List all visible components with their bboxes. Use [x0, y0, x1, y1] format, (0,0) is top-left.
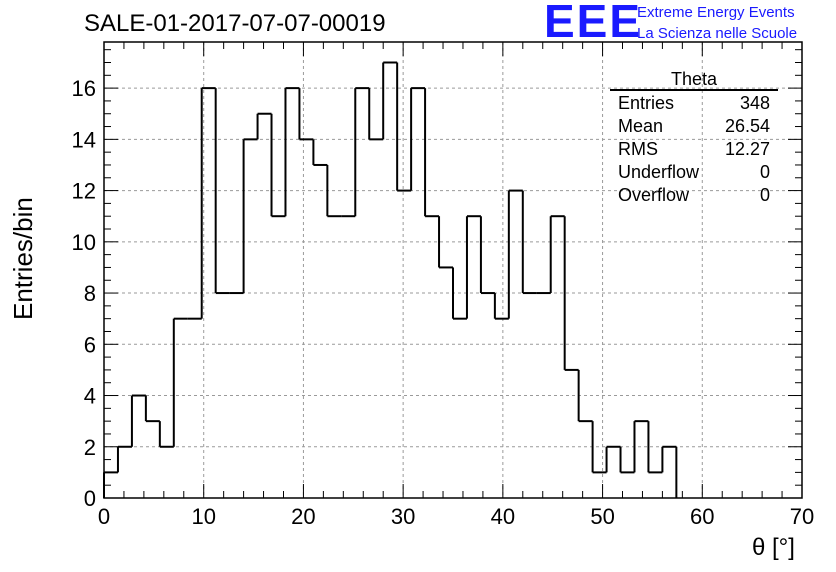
stats-label: Overflow	[618, 185, 690, 205]
stats-value: 348	[739, 93, 770, 113]
y-tick-label: 12	[72, 179, 96, 204]
y-tick-label: 2	[84, 435, 96, 460]
y-tick-label: 16	[72, 76, 96, 101]
stats-label: Underflow	[618, 162, 700, 182]
logo-mark: EEE	[544, 0, 643, 47]
y-tick-label: 8	[84, 281, 96, 306]
x-tick-label: 10	[191, 504, 215, 529]
x-tick-label: 70	[790, 504, 814, 529]
stats-label: Entries	[618, 93, 675, 113]
stats-value: 26.54	[724, 116, 770, 136]
stats-label: RMS	[618, 139, 658, 159]
x-tick-label: 20	[291, 504, 315, 529]
logo-line-2: La Scienza nelle Scuole	[637, 25, 798, 42]
x-axis-label: θ [°]	[752, 534, 795, 561]
x-tick-label: 40	[491, 504, 515, 529]
y-tick-label: 4	[84, 384, 96, 409]
x-tick-label: 0	[98, 504, 110, 529]
y-tick-label: 10	[72, 230, 96, 255]
histogram-series	[103, 61, 678, 498]
axis-ticks	[103, 42, 803, 499]
y-tick-label: 6	[84, 332, 96, 357]
stats-value: 12.27	[724, 139, 770, 159]
stats-label: Mean	[618, 116, 664, 136]
logo-line-1: Extreme Energy Events	[637, 4, 795, 21]
stats-value: 0	[759, 185, 770, 205]
stats-row-overflow: Overflow 0	[610, 184, 778, 207]
y-tick-label: 0	[84, 486, 96, 511]
stats-box: Theta Entries 348 Mean 26.54 RMS 12.27 U…	[610, 69, 778, 207]
y-axis-label: Entries/bin	[8, 197, 38, 320]
y-tick-label: 14	[72, 127, 96, 152]
stats-row-mean: Mean 26.54	[610, 115, 778, 138]
stats-row-underflow: Underflow 0	[610, 161, 778, 184]
x-tick-label: 60	[690, 504, 714, 529]
stats-name: Theta	[610, 69, 778, 91]
x-tick-label: 30	[391, 504, 415, 529]
tick-labels: 0 10 20 30 40 50 60 70 0 2 4 6 8 10 12 14 16	[72, 76, 815, 529]
plot-frame	[103, 41, 803, 499]
chart-title: SALE-01-2017-07-07-00019	[84, 10, 386, 37]
stats-row-entries: Entries 348	[610, 92, 778, 115]
eee-logo: EEE Extreme Energy Events La Scienza nel…	[544, 0, 834, 48]
stats-row-rms: RMS 12.27	[610, 138, 778, 161]
x-tick-label: 50	[590, 504, 614, 529]
stats-value: 0	[759, 162, 770, 182]
